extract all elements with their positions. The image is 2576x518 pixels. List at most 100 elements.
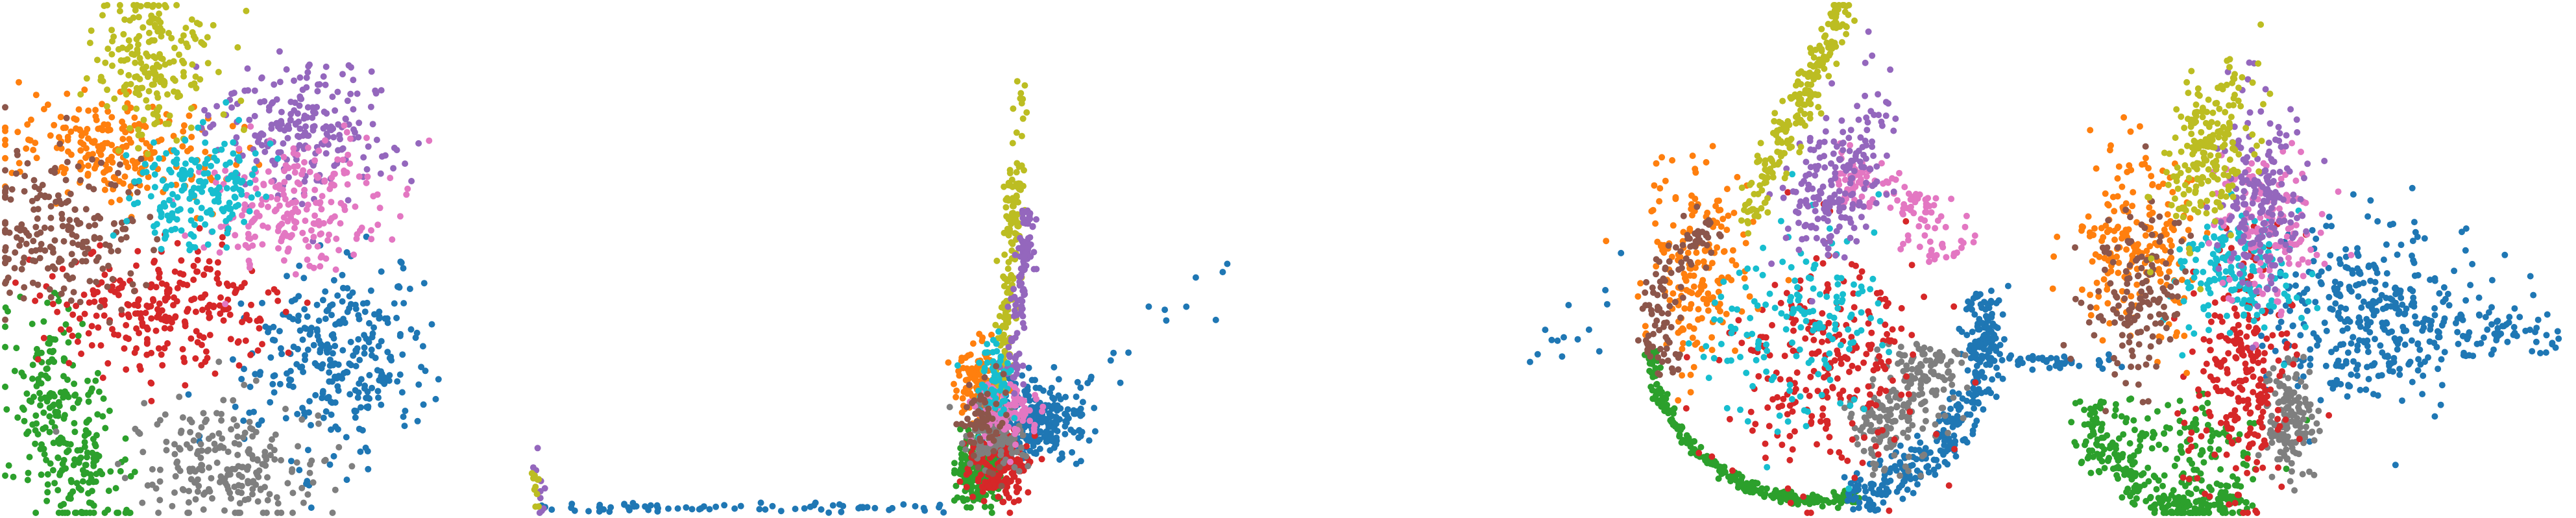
scatter-point	[28, 398, 35, 405]
scatter-point	[293, 459, 300, 466]
scatter-point	[236, 145, 243, 153]
scatter-point	[247, 384, 254, 390]
scatter-point	[1880, 467, 1888, 474]
scatter-point	[1049, 434, 1056, 441]
scatter-point	[998, 482, 1005, 489]
scatter-point	[88, 138, 95, 145]
scatter-point	[365, 465, 372, 473]
scatter-point	[148, 315, 155, 322]
scatter-point	[1183, 303, 1190, 310]
scatter-point	[259, 241, 266, 248]
scatter-class-15	[528, 470, 542, 510]
scatter-point	[1681, 305, 1688, 312]
scatter-point	[267, 399, 274, 406]
scatter-point	[372, 87, 379, 94]
scatter-point	[1784, 411, 1791, 418]
scatter-point	[67, 297, 75, 304]
scatter-point	[88, 27, 95, 34]
scatter-point	[212, 147, 219, 154]
scatter-point	[223, 185, 230, 191]
scatter-point	[42, 193, 49, 201]
scatter-point	[226, 311, 234, 318]
scatter-point	[329, 93, 336, 101]
scatter-point	[168, 182, 175, 188]
scatter-point	[223, 244, 230, 251]
scatter-point	[1000, 273, 1007, 280]
scatter-point	[1561, 334, 1567, 341]
scatter-point	[272, 431, 279, 438]
scatter-point	[221, 507, 228, 514]
scatter-point	[154, 236, 161, 243]
scatter-point	[1708, 347, 1716, 354]
scatter-point	[982, 349, 989, 356]
scatter-point	[984, 450, 991, 457]
scatter-point	[174, 194, 181, 201]
scatter-point	[1021, 291, 1028, 299]
scatter-point	[994, 473, 1001, 480]
scatter-point	[92, 478, 99, 485]
scatter-point	[186, 510, 193, 516]
scatter-point	[1015, 273, 1023, 280]
scatter-point	[325, 393, 332, 401]
scatter-point	[2, 142, 8, 148]
scatter-class-5	[193, 48, 422, 245]
scatter-point	[1841, 474, 1848, 481]
scatter-point	[1965, 304, 1973, 311]
scatter-point	[176, 51, 182, 58]
scatter-point	[258, 75, 265, 82]
scatter-point	[259, 461, 266, 468]
scatter-point	[241, 365, 247, 373]
scatter-point	[1659, 154, 1666, 161]
scatter-point	[276, 125, 284, 132]
scatter-point	[108, 181, 115, 188]
scatter-point	[131, 114, 138, 121]
scatter-point	[248, 194, 255, 201]
scatter-point	[1919, 452, 1926, 460]
scatter-point	[206, 332, 213, 339]
scatter-point	[1834, 504, 1841, 512]
scatter-point	[991, 388, 998, 395]
scatter-point	[16, 79, 22, 86]
scatter-point	[1725, 473, 1732, 480]
scatter-point	[1997, 351, 2003, 358]
scatter-point	[294, 162, 301, 169]
scatter-point	[1192, 274, 1199, 281]
scatter-point	[110, 174, 117, 181]
scatter-point	[236, 500, 243, 507]
scatter-point	[1878, 491, 1886, 499]
scatter-point	[294, 179, 301, 186]
scatter-point	[267, 452, 274, 459]
scatter-point	[236, 471, 243, 478]
scatter-point	[326, 362, 334, 369]
scatter-point	[311, 157, 319, 164]
scatter-point	[204, 34, 211, 41]
scatter-point	[1897, 472, 1903, 479]
scatter-point	[56, 134, 62, 141]
scatter-point	[1880, 363, 1887, 370]
scatter-point	[198, 39, 205, 46]
scatter-point	[50, 439, 57, 447]
scatter-point	[46, 413, 53, 420]
scatter-point	[289, 510, 296, 516]
scatter-point	[62, 321, 69, 328]
scatter-point	[343, 129, 350, 136]
scatter-point	[1013, 129, 1020, 136]
scatter-point	[204, 112, 212, 119]
scatter-point	[1875, 506, 1881, 513]
scatter-point	[1989, 376, 1996, 383]
scatter-point	[1949, 381, 1956, 388]
scatter-point	[368, 236, 375, 243]
scatter-point	[265, 168, 272, 175]
scatter-point	[1884, 330, 1891, 338]
scatter-point	[246, 208, 253, 215]
scatter-point	[946, 404, 953, 411]
scatter-point	[1001, 183, 1008, 190]
scatter-point	[1025, 489, 1032, 496]
scatter-point	[1854, 365, 1862, 372]
scatter-point	[144, 482, 151, 489]
scatter-point	[12, 279, 19, 286]
scatter-point	[84, 377, 91, 384]
scatter-point	[189, 61, 196, 68]
scatter-plot-3	[1527, 2, 2071, 516]
scatter-point	[1812, 350, 1819, 357]
